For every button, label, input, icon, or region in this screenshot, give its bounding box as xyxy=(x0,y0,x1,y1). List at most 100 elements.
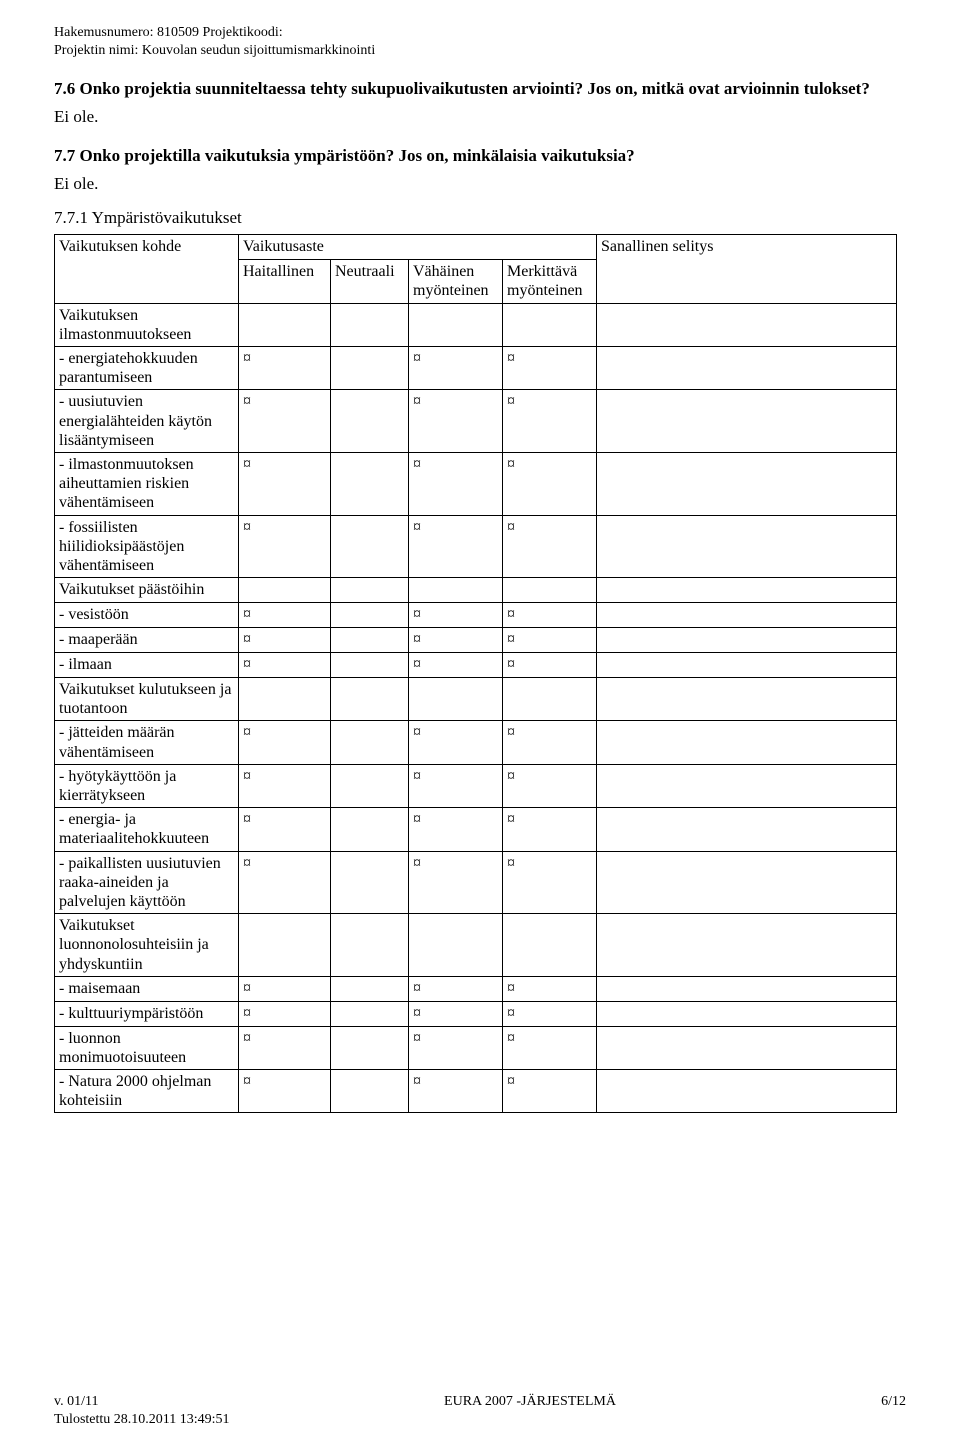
cell-haitallinen: ¤ xyxy=(239,851,331,914)
cell-vahainen: ¤ xyxy=(409,851,503,914)
cell-selitys xyxy=(597,851,897,914)
cell-vahainen: ¤ xyxy=(409,452,503,515)
table-cell-empty xyxy=(409,914,503,977)
cell-neutraali xyxy=(331,1070,409,1113)
table-cell-empty xyxy=(503,578,597,603)
table-row-label: - maaperään xyxy=(55,628,239,653)
cell-neutraali xyxy=(331,808,409,851)
th-haitallinen: Haitallinen xyxy=(239,260,331,303)
cell-merkittava: ¤ xyxy=(503,1026,597,1069)
cell-vahainen: ¤ xyxy=(409,1070,503,1113)
table-group-title: Vaikutukset luonnonolosuhteisiin ja yhdy… xyxy=(55,914,239,977)
meta-line-2: Projektin nimi: Kouvolan seudun sijoittu… xyxy=(54,42,906,60)
th-aste: Vaikutusaste xyxy=(239,235,597,260)
cell-vahainen: ¤ xyxy=(409,1026,503,1069)
cell-merkittava: ¤ xyxy=(503,721,597,764)
th-kohde: Vaikutuksen kohde xyxy=(55,235,239,303)
answer-7-6: Ei ole. xyxy=(54,107,906,127)
cell-vahainen: ¤ xyxy=(409,1001,503,1026)
table-cell-empty xyxy=(503,678,597,721)
cell-neutraali xyxy=(331,1026,409,1069)
cell-vahainen: ¤ xyxy=(409,721,503,764)
cell-selitys xyxy=(597,653,897,678)
cell-merkittava: ¤ xyxy=(503,976,597,1001)
cell-haitallinen: ¤ xyxy=(239,764,331,807)
cell-haitallinen: ¤ xyxy=(239,808,331,851)
table-cell-empty xyxy=(597,303,897,346)
cell-haitallinen: ¤ xyxy=(239,515,331,578)
cell-haitallinen: ¤ xyxy=(239,721,331,764)
table-row-label: - ilmastonmuutoksen aiheuttamien riskien… xyxy=(55,452,239,515)
cell-merkittava: ¤ xyxy=(503,628,597,653)
footer-page-number: 6/12 xyxy=(826,1393,906,1411)
cell-merkittava: ¤ xyxy=(503,452,597,515)
table-cell-empty xyxy=(331,303,409,346)
cell-vahainen: ¤ xyxy=(409,808,503,851)
table-cell-empty xyxy=(503,303,597,346)
cell-merkittava: ¤ xyxy=(503,390,597,453)
table-cell-empty xyxy=(409,678,503,721)
table-cell-empty xyxy=(239,303,331,346)
cell-neutraali xyxy=(331,515,409,578)
table-cell-empty xyxy=(409,578,503,603)
meta-line-1: Hakemusnumero: 810509 Projektikoodi: xyxy=(54,24,906,42)
cell-merkittava: ¤ xyxy=(503,764,597,807)
cell-neutraali xyxy=(331,603,409,628)
cell-neutraali xyxy=(331,390,409,453)
th-neutraali: Neutraali xyxy=(331,260,409,303)
table-group-title: Vaikutukset päästöihin xyxy=(55,578,239,603)
cell-merkittava: ¤ xyxy=(503,347,597,390)
table-cell-empty xyxy=(597,678,897,721)
cell-haitallinen: ¤ xyxy=(239,1026,331,1069)
table-cell-empty xyxy=(239,914,331,977)
cell-haitallinen: ¤ xyxy=(239,1001,331,1026)
heading-7-7-1: 7.7.1 Ympäristövaikutukset xyxy=(54,208,906,228)
cell-merkittava: ¤ xyxy=(503,603,597,628)
footer-version: v. 01/11 xyxy=(54,1393,234,1411)
table-row-label: - kulttuuriympäristöön xyxy=(55,1001,239,1026)
table-cell-empty xyxy=(597,578,897,603)
cell-haitallinen: ¤ xyxy=(239,347,331,390)
page: Hakemusnumero: 810509 Projektikoodi: Pro… xyxy=(0,0,960,1449)
table-cell-empty xyxy=(239,678,331,721)
page-footer: v. 01/11 EURA 2007 -JÄRJESTELMÄ 6/12 Tul… xyxy=(54,1393,906,1429)
cell-haitallinen: ¤ xyxy=(239,390,331,453)
cell-selitys xyxy=(597,628,897,653)
cell-haitallinen: ¤ xyxy=(239,452,331,515)
cell-merkittava: ¤ xyxy=(503,808,597,851)
th-merkittava: Merkittävä myönteinen xyxy=(503,260,597,303)
table-header: Vaikutuksen kohde Vaikutusaste Sanalline… xyxy=(55,235,897,303)
table-cell-empty xyxy=(331,578,409,603)
table-row-label: - ilmaan xyxy=(55,653,239,678)
cell-selitys xyxy=(597,390,897,453)
cell-selitys xyxy=(597,347,897,390)
cell-neutraali xyxy=(331,721,409,764)
cell-vahainen: ¤ xyxy=(409,390,503,453)
cell-neutraali xyxy=(331,628,409,653)
cell-vahainen: ¤ xyxy=(409,976,503,1001)
footer-system: EURA 2007 -JÄRJESTELMÄ xyxy=(234,1393,826,1411)
table-group-title: Vaikutukset kulutukseen ja tuotantoon xyxy=(55,678,239,721)
heading-7-6: 7.6 Onko projektia suunniteltaessa tehty… xyxy=(54,78,906,101)
cell-selitys xyxy=(597,1001,897,1026)
cell-merkittava: ¤ xyxy=(503,653,597,678)
cell-neutraali xyxy=(331,653,409,678)
cell-merkittava: ¤ xyxy=(503,1070,597,1113)
table-cell-empty xyxy=(597,914,897,977)
cell-neutraali xyxy=(331,764,409,807)
cell-vahainen: ¤ xyxy=(409,515,503,578)
cell-vahainen: ¤ xyxy=(409,628,503,653)
cell-neutraali xyxy=(331,452,409,515)
cell-selitys xyxy=(597,515,897,578)
cell-selitys xyxy=(597,603,897,628)
table-row-label: - paikallisten uusiutuvien raaka-aineide… xyxy=(55,851,239,914)
cell-vahainen: ¤ xyxy=(409,347,503,390)
footer-printed: Tulostettu 28.10.2011 13:49:51 xyxy=(54,1411,906,1429)
table-group-title: Vaikutuksen ilmastonmuutokseen xyxy=(55,303,239,346)
cell-neutraali xyxy=(331,851,409,914)
cell-haitallinen: ¤ xyxy=(239,1070,331,1113)
table-row-label: - fossiilisten hiilidioksipäästöjen vähe… xyxy=(55,515,239,578)
table-row-label: - luonnon monimuotoisuuteen xyxy=(55,1026,239,1069)
cell-selitys xyxy=(597,452,897,515)
cell-vahainen: ¤ xyxy=(409,764,503,807)
